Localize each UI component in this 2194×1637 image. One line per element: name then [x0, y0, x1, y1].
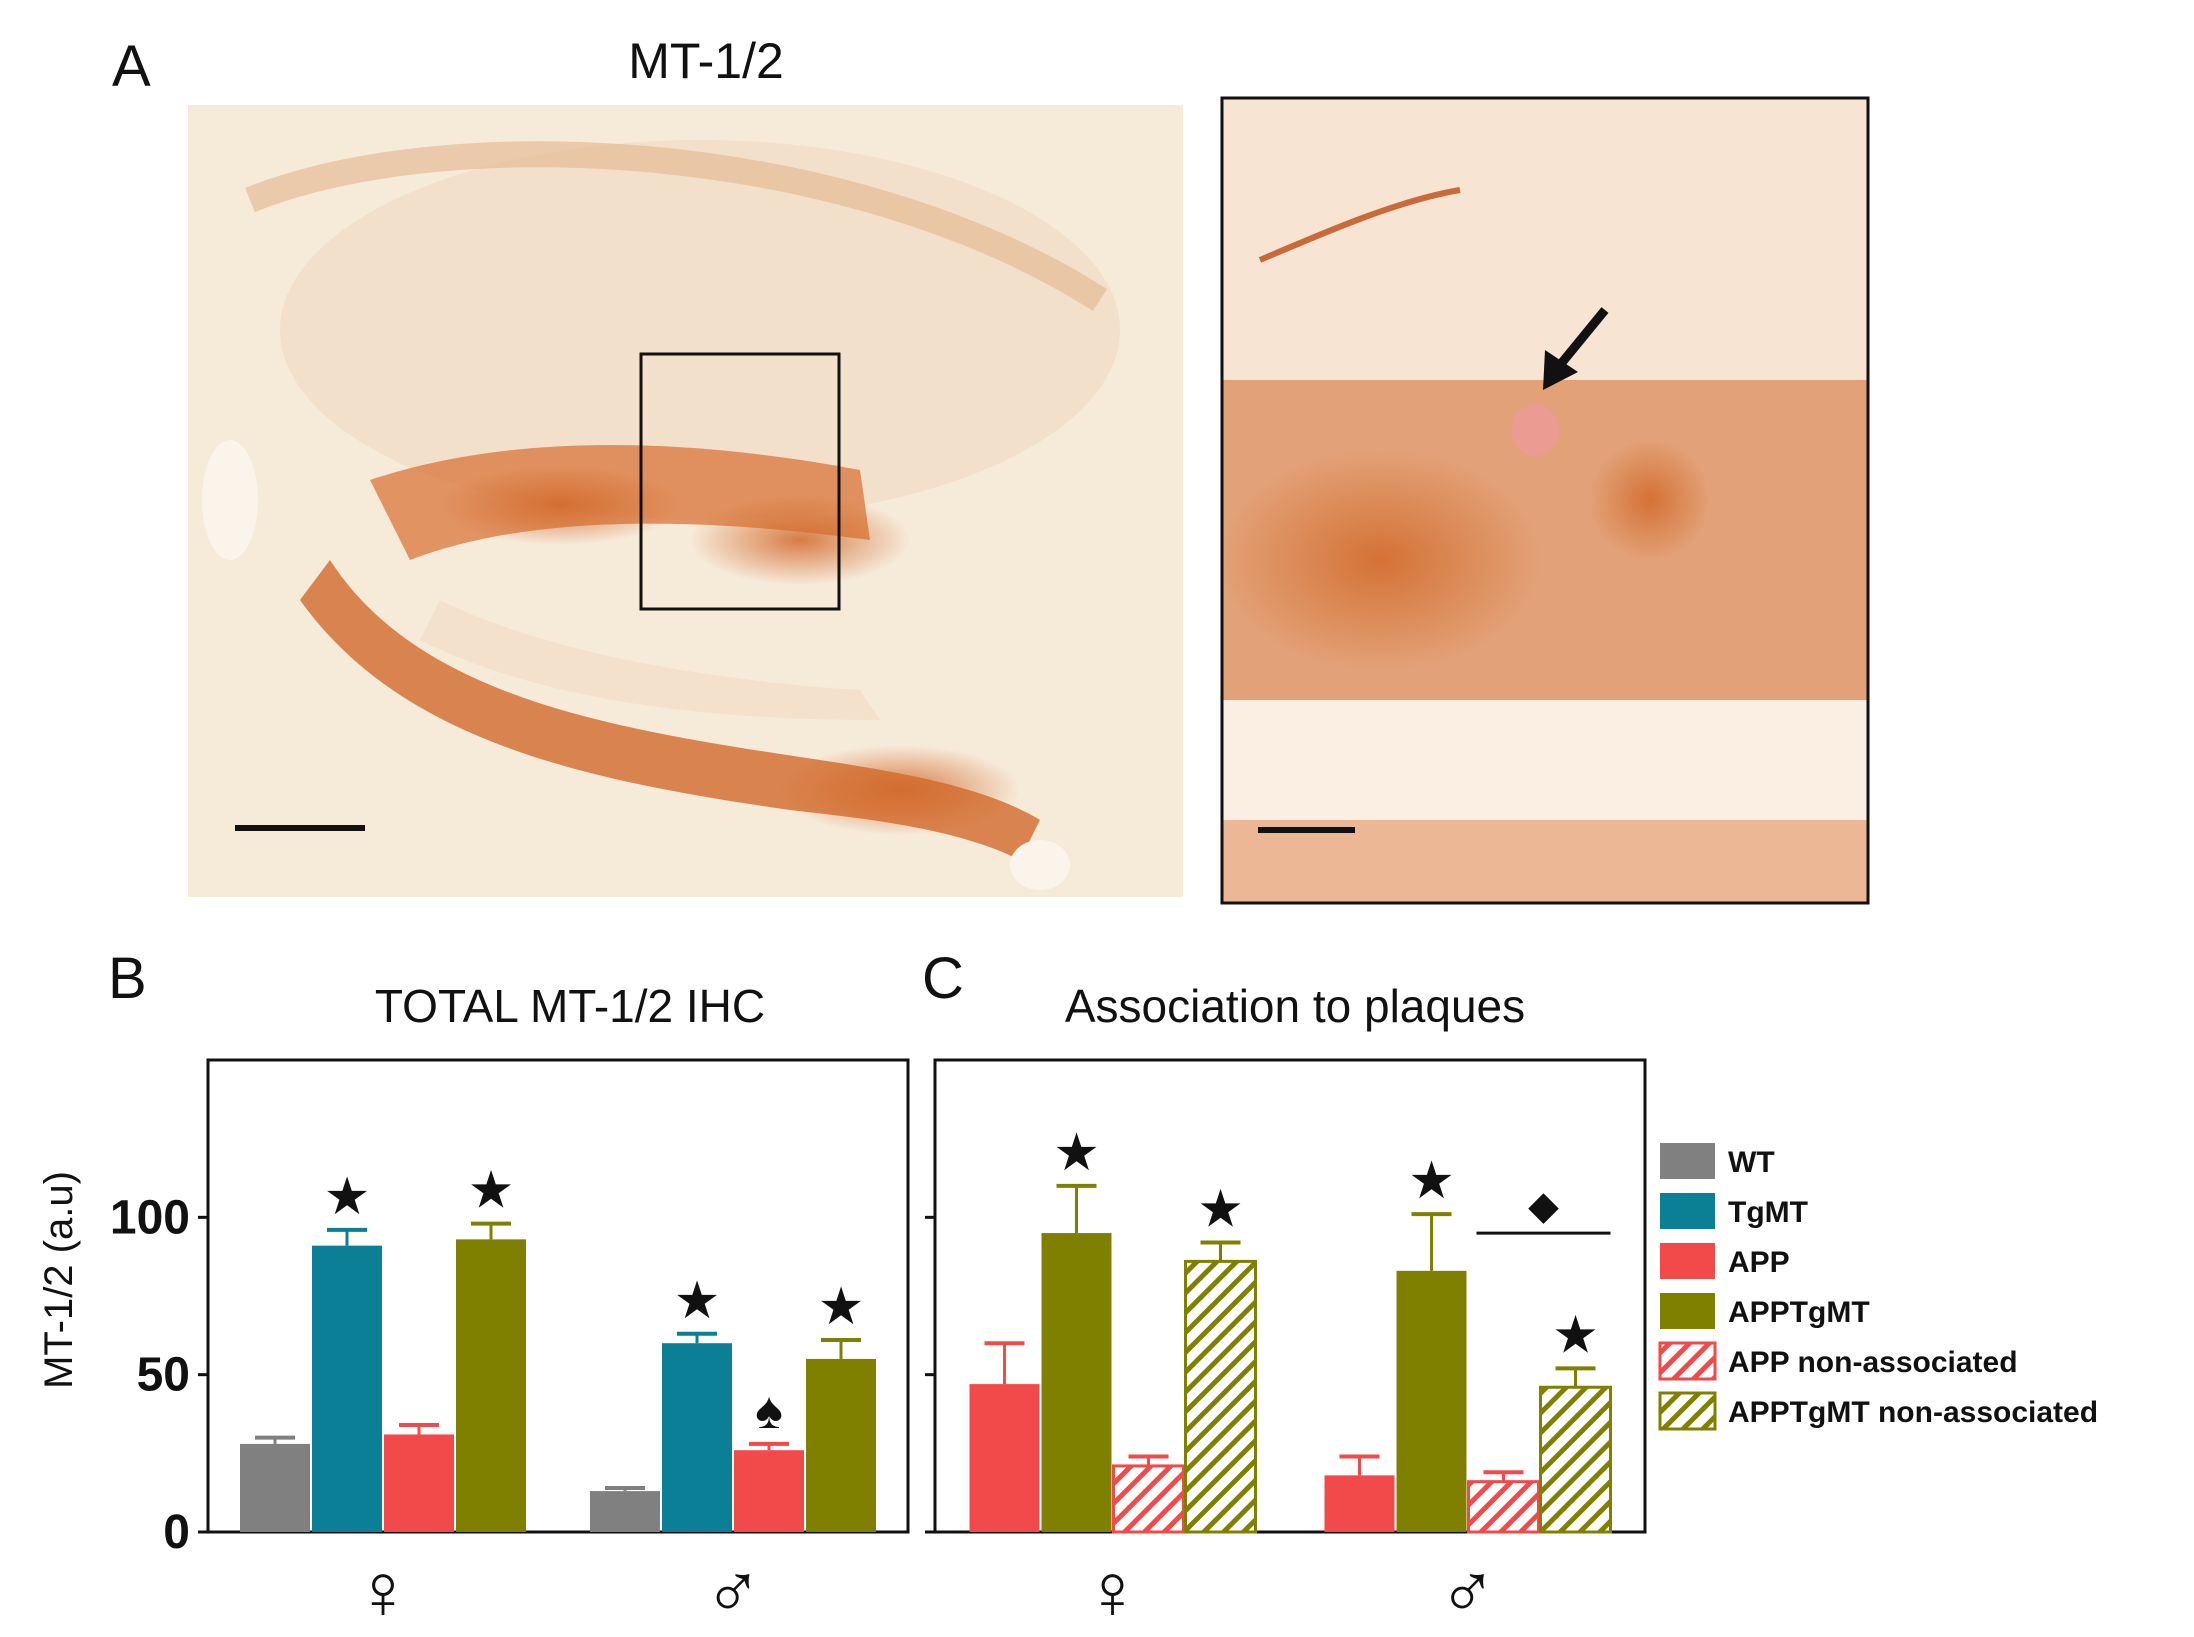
- bar-app-non-associated: [1112, 1464, 1185, 1534]
- legend-label: WT: [1728, 1146, 1775, 1179]
- significance-mark: ★: [1053, 1124, 1100, 1182]
- bar-apptgmt-non-associated: [1184, 1259, 1257, 1534]
- legend: WT TgMT APP APPTgMT APP non-associated APPTgM…: [1658, 1143, 2098, 1431]
- bar-app: [1324, 1475, 1395, 1532]
- bar-tgmt: [662, 1343, 732, 1532]
- legend-swatch: [1660, 1293, 1715, 1329]
- legend-swatch: [1660, 1193, 1715, 1229]
- bar-app: [969, 1384, 1040, 1532]
- y-tick-label: 100: [110, 1191, 190, 1244]
- legend-swatch: [1660, 1143, 1715, 1179]
- comparison-mark: ◆: [1528, 1184, 1559, 1228]
- panel-b-title: TOTAL MT-1/2 IHC: [375, 980, 765, 1032]
- panel-c-title: Association to plaques: [1065, 980, 1525, 1032]
- significance-mark: ★: [1197, 1181, 1244, 1239]
- y-tick-label: 0: [163, 1506, 190, 1559]
- plot-frame-b: [206, 1058, 910, 1534]
- micrograph-inset: [1222, 98, 1868, 903]
- chart-association: ★ ★ ♀ ★ ★ ◆ ♂: [925, 1058, 1647, 1635]
- bar-apptgmt-non-associated: [1539, 1385, 1612, 1534]
- significance-mark: ★: [674, 1272, 721, 1330]
- legend-label: APPTgMT: [1728, 1296, 1870, 1329]
- panel-b-label: B: [108, 946, 147, 1011]
- bar-app: [384, 1434, 454, 1532]
- bar-app-non-associated: [1467, 1480, 1540, 1534]
- category-label: ♂: [704, 1547, 763, 1635]
- bar-wt: [240, 1443, 310, 1532]
- bar-app: [734, 1450, 804, 1532]
- category-label: ♀: [354, 1547, 413, 1635]
- bar-apptgmt: [1396, 1270, 1467, 1532]
- legend-label: TgMT: [1728, 1196, 1808, 1229]
- significance-mark: ★: [1408, 1152, 1455, 1210]
- inset-box: [639, 352, 841, 611]
- legend-label: APP: [1728, 1246, 1790, 1279]
- y-tick-label: 50: [137, 1349, 190, 1402]
- micrograph-overview: [188, 105, 1183, 897]
- y-axis-label: MT-1/2 (a.u): [37, 1171, 81, 1389]
- significance-mark: ★: [468, 1162, 515, 1220]
- legend-swatch: [1660, 1243, 1715, 1279]
- bar-wt: [590, 1491, 660, 1532]
- significance-mark: ★: [1552, 1306, 1599, 1364]
- chart-total-mt: 0 50 100 ★ ★ ♀ ★ ♠ ★ ♂: [110, 1058, 910, 1635]
- bar-apptgmt: [456, 1239, 526, 1532]
- bar-apptgmt: [806, 1358, 876, 1532]
- panel-c-label: C: [922, 946, 964, 1011]
- plot-frame-c: [933, 1058, 1647, 1534]
- panel-a-label: A: [112, 34, 151, 99]
- category-label: ♂: [1438, 1547, 1497, 1635]
- significance-mark: ★: [818, 1278, 865, 1336]
- legend-label: APP non-associated: [1728, 1346, 2018, 1379]
- panel-a-title: MT-1/2: [628, 33, 784, 89]
- legend-swatch: [1658, 1341, 1717, 1381]
- bar-apptgmt: [1041, 1233, 1112, 1532]
- significance-mark: ♠: [755, 1382, 783, 1440]
- legend-label: APPTgMT non-associated: [1728, 1396, 2098, 1429]
- category-label: ♀: [1083, 1547, 1142, 1635]
- significance-mark: ★: [324, 1168, 371, 1226]
- legend-swatch: [1658, 1391, 1717, 1431]
- bar-tgmt: [312, 1245, 382, 1532]
